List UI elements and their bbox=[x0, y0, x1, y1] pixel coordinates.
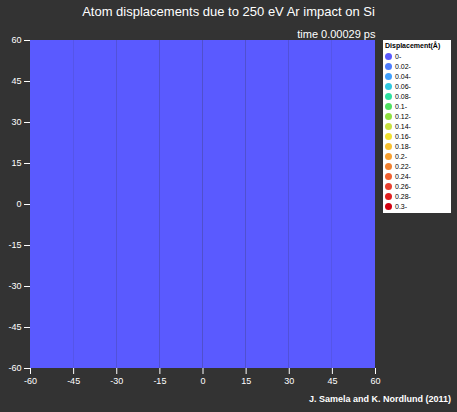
html-text:0.24-: 0.24- bbox=[395, 172, 411, 180]
html-text:0.18-: 0.18- bbox=[395, 142, 411, 150]
svg-text:60: 60 bbox=[370, 376, 380, 386]
svg-text:-60: -60 bbox=[24, 376, 37, 386]
html-text:0.16-: 0.16- bbox=[395, 132, 411, 140]
svg-text:-30: -30 bbox=[110, 376, 123, 386]
html-text:0.3-: 0.3- bbox=[395, 202, 408, 210]
svg-text:45: 45 bbox=[11, 76, 21, 86]
html-text:0.28-: 0.28- bbox=[395, 192, 411, 200]
html-text:0.26-: 0.26- bbox=[395, 182, 411, 190]
svg-text:45: 45 bbox=[327, 376, 337, 386]
html-text:Atom displacements due to 250: Atom displacements due to 250 eV Ar impa… bbox=[82, 4, 375, 19]
svg-text:-15: -15 bbox=[8, 240, 21, 250]
svg-text:30: 30 bbox=[284, 376, 294, 386]
svg-text:-45: -45 bbox=[67, 376, 80, 386]
html-text:Displacement(Å): Displacement(Å) bbox=[385, 42, 441, 49]
html-text:0.22-: 0.22- bbox=[395, 162, 411, 170]
html-text:0.02-: 0.02- bbox=[395, 62, 411, 70]
html-text:0-: 0- bbox=[395, 52, 402, 60]
svg-text:-60: -60 bbox=[8, 363, 21, 373]
svg-text:60: 60 bbox=[11, 35, 21, 45]
html-text:0.1-: 0.1- bbox=[395, 102, 408, 110]
html-text:0.2-: 0.2- bbox=[395, 152, 408, 160]
svg-text:-30: -30 bbox=[8, 281, 21, 291]
svg-text:30: 30 bbox=[11, 117, 21, 127]
svg-text:0: 0 bbox=[16, 199, 21, 209]
html-text:J. Samela and K. Nordlund (201: J. Samela and K. Nordlund (2011) bbox=[309, 394, 451, 404]
html-text:0.12-: 0.12- bbox=[395, 112, 411, 120]
html-text:0.14-: 0.14- bbox=[395, 122, 411, 130]
svg-text:0: 0 bbox=[200, 376, 205, 386]
svg-text:15: 15 bbox=[11, 158, 21, 168]
html-text:0.06-: 0.06- bbox=[395, 82, 411, 90]
html-text:0.04-: 0.04- bbox=[395, 72, 411, 80]
svg-text:-45: -45 bbox=[8, 322, 21, 332]
svg-text:15: 15 bbox=[241, 376, 251, 386]
html-text:0.08-: 0.08- bbox=[395, 92, 411, 100]
svg-text:time 0.00029 ps: time 0.00029 ps bbox=[297, 28, 376, 40]
svg-text:-15: -15 bbox=[153, 376, 166, 386]
